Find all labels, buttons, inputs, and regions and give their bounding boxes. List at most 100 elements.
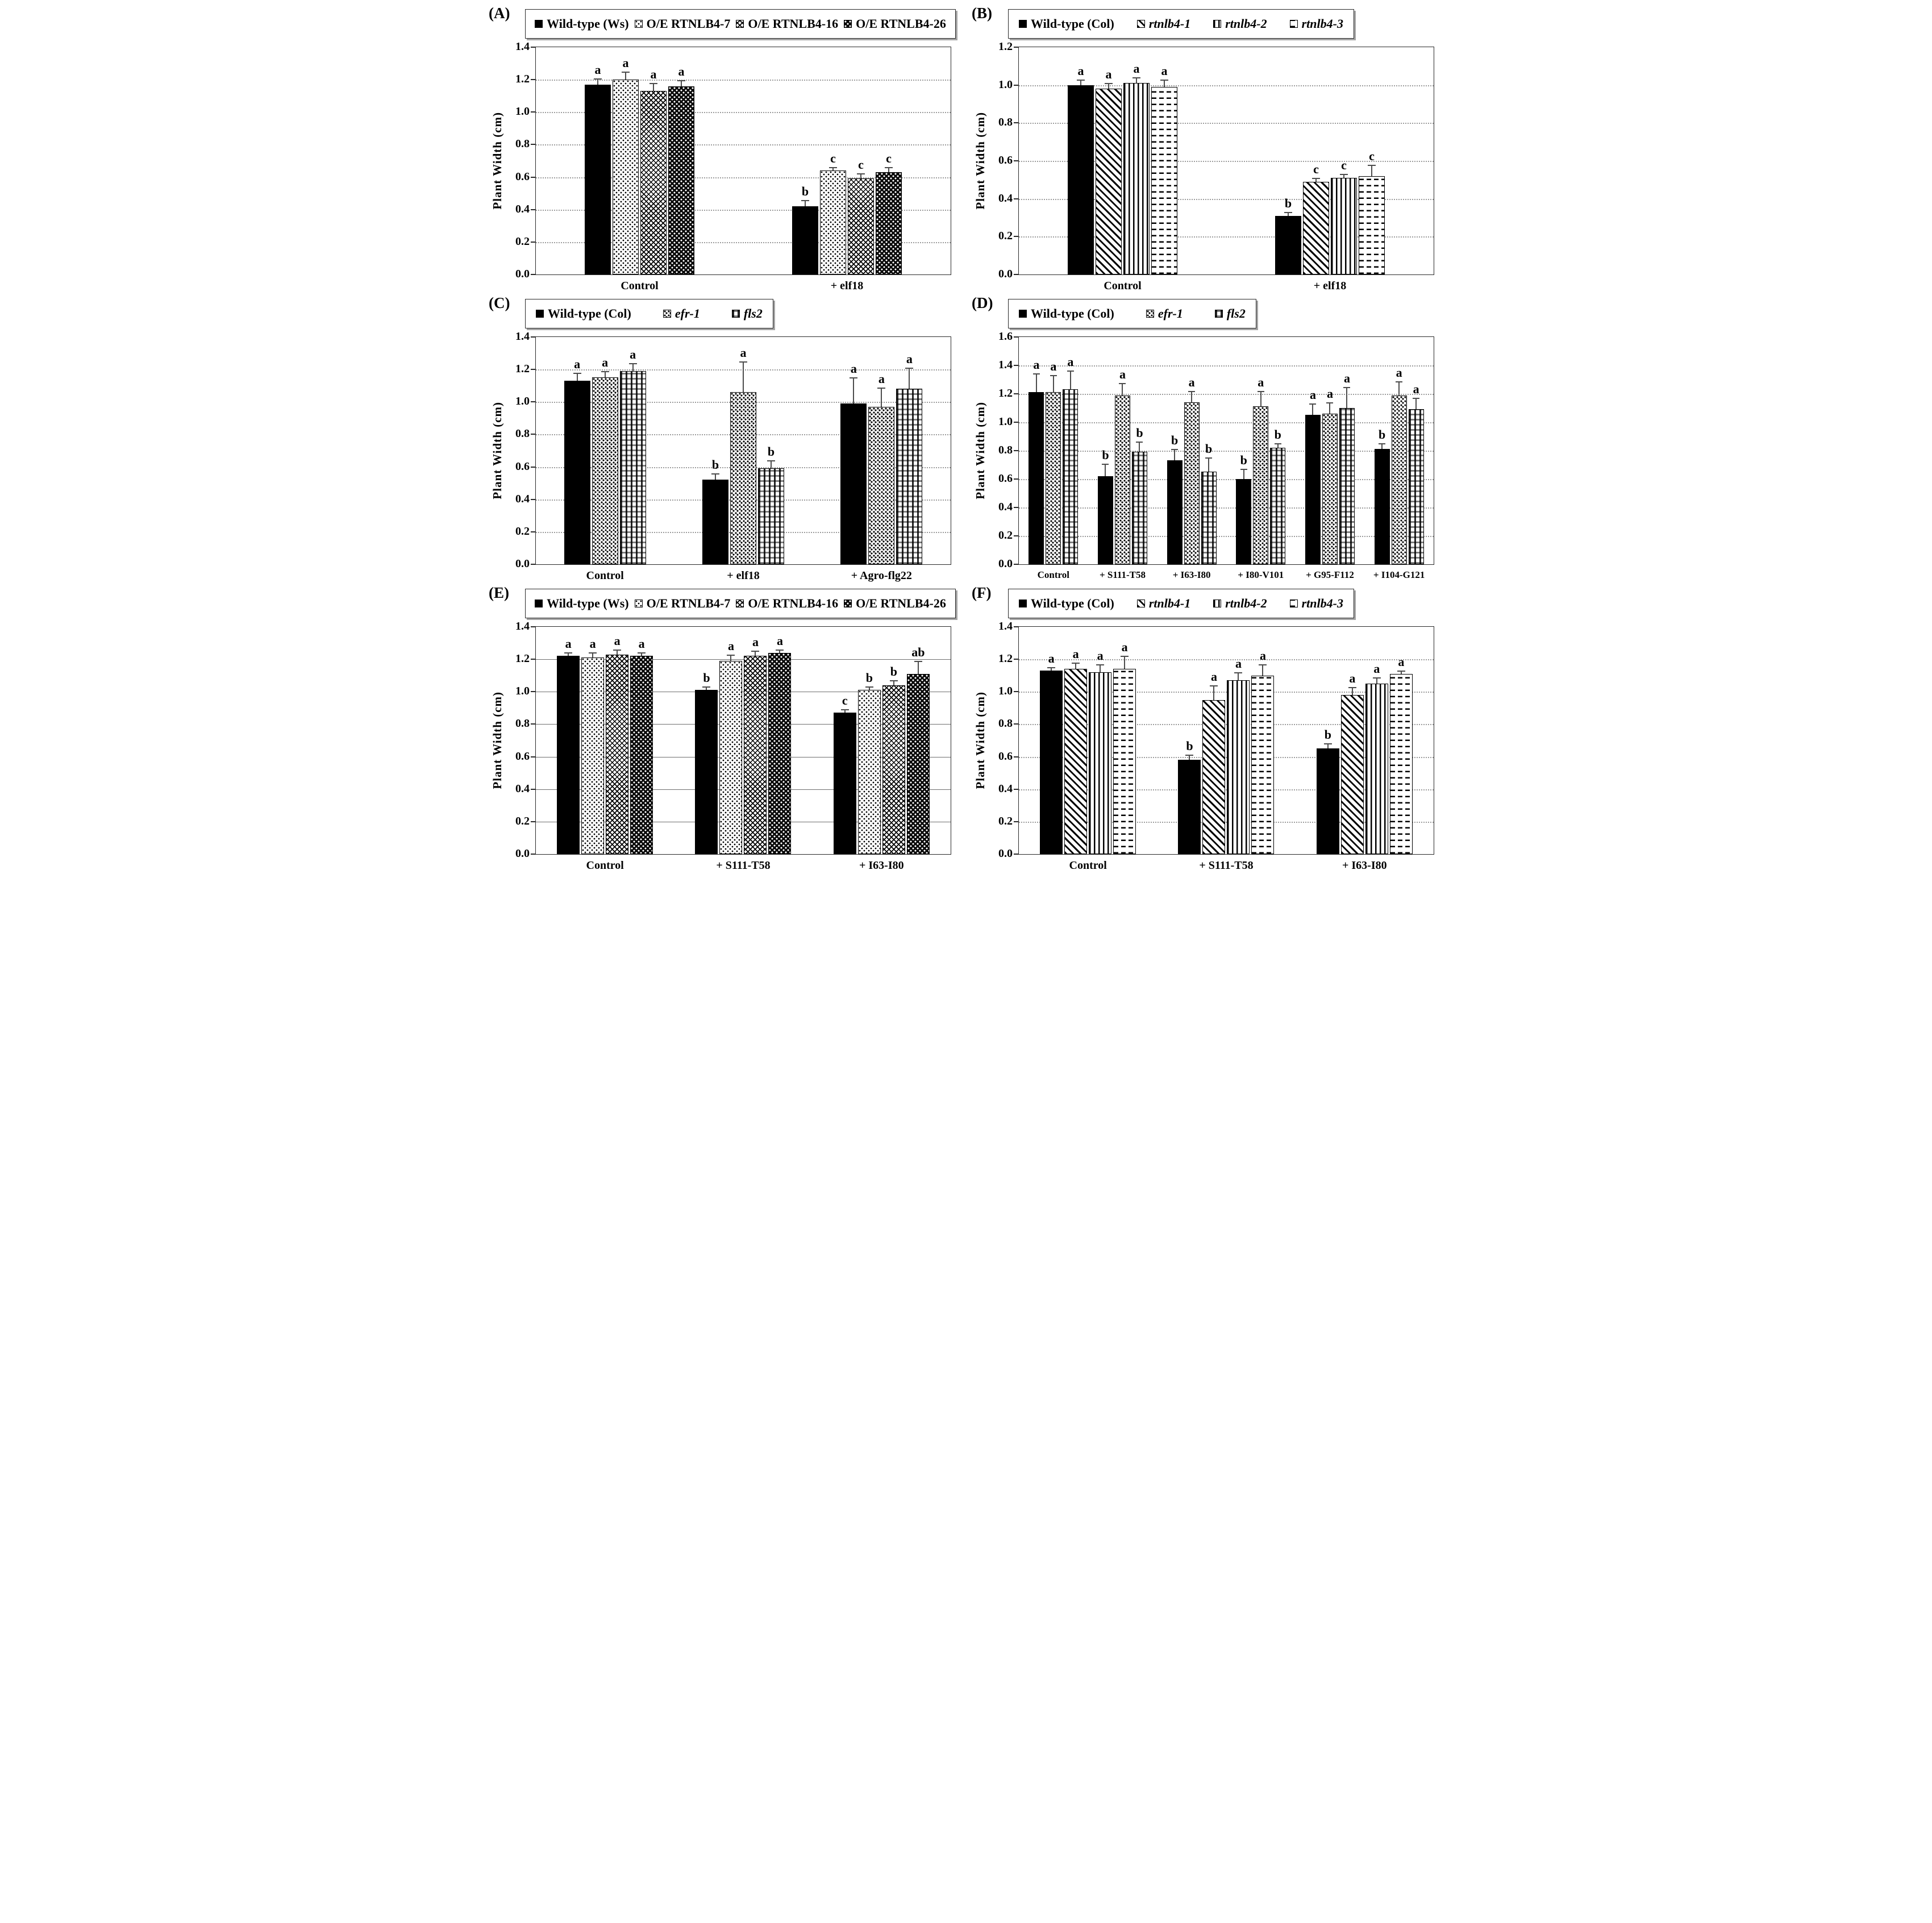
y-tick-mark — [1014, 535, 1019, 536]
sig-letter: a — [565, 636, 572, 651]
error-bar-stem — [1052, 375, 1054, 392]
chart-area: Plant Width (cm) 0.0 0.2 0.4 0.6 0.8 1.0 1.2 a a a… — [972, 41, 1440, 292]
bar — [1029, 392, 1044, 564]
bar — [1097, 476, 1113, 564]
y-tick-label: 0.4 — [515, 202, 530, 215]
grid-line — [1019, 507, 1434, 509]
sig-letter: a — [614, 634, 621, 648]
error-bar-stem — [1122, 383, 1123, 396]
bar — [768, 653, 792, 854]
plot-area: a a a a Control b a a a + S111-T58 b a a a + I63-I80 — [1014, 626, 1434, 872]
y-tick-mark — [1014, 160, 1019, 161]
error-bar — [840, 709, 849, 713]
bar — [906, 674, 930, 854]
error-bar-stem — [1346, 387, 1348, 408]
bar-group: b a a a + I63-I80 — [1316, 627, 1413, 872]
legend-item: rtnlb4-3 — [1289, 16, 1343, 31]
bar — [868, 407, 895, 564]
sig-letter: a — [1398, 655, 1405, 669]
y-tick-label: 0.0 — [515, 847, 530, 860]
bar — [719, 661, 743, 854]
error-bar — [1047, 667, 1056, 671]
error-bar — [1072, 663, 1080, 669]
sig-letter: a — [1072, 647, 1079, 661]
bar-column: a — [557, 627, 580, 854]
y-axis-label: Plant Width (cm) — [489, 47, 506, 275]
bar-column: a — [1064, 627, 1088, 854]
error-bar — [1050, 375, 1057, 392]
bar-column: a — [1046, 337, 1061, 564]
y-tick-mark — [1014, 854, 1019, 855]
error-bar — [739, 361, 747, 392]
y-tick-mark — [1014, 450, 1019, 451]
bar-group: b a b + elf18 — [702, 337, 784, 582]
error-bar — [1379, 443, 1386, 449]
grid-line — [536, 177, 951, 178]
bar — [695, 690, 718, 854]
error-bar-stem — [860, 173, 861, 178]
legend-item: O/E RTNLB4-16 — [736, 16, 838, 31]
y-tick-label: 0.8 — [998, 444, 1013, 456]
bar-column: b — [1270, 337, 1286, 564]
bar — [1202, 700, 1226, 854]
error-bar — [613, 650, 622, 655]
x-category-label: Control — [1069, 859, 1107, 872]
error-bar — [1160, 80, 1168, 87]
chart-area: Plant Width (cm) 0.0 0.2 0.4 0.6 0.8 1.0 1.2 1.4… — [972, 331, 1440, 580]
error-bar-stem — [592, 652, 594, 657]
bar — [882, 685, 905, 854]
sig-letter: b — [1171, 433, 1179, 447]
sig-letter: b — [767, 444, 775, 459]
bar-group: c b b ab + I63-I80 — [833, 627, 930, 872]
bar-column: b — [857, 627, 881, 854]
bar — [1123, 83, 1150, 274]
bar — [1151, 87, 1177, 274]
error-bar-stem — [742, 361, 744, 392]
error-bar — [589, 652, 597, 657]
bar — [564, 381, 590, 564]
y-tick-mark — [1014, 365, 1019, 366]
y-axis-label-text: Plant Width (cm) — [973, 402, 987, 500]
x-category-label: Control — [586, 569, 624, 582]
y-tick-mark — [531, 723, 536, 725]
sig-letter: c — [1369, 149, 1375, 163]
bar-column: b — [1167, 337, 1182, 564]
y-tick-mark — [1014, 723, 1019, 725]
sig-letter: a — [1050, 359, 1057, 373]
error-bar-stem — [755, 651, 756, 656]
y-tick-mark — [1014, 422, 1019, 423]
sig-letter: b — [1186, 739, 1193, 753]
legend-swatch — [844, 600, 852, 607]
error-bar-stem — [881, 388, 882, 407]
bar-column: b — [792, 47, 818, 274]
bar-column: a — [1251, 627, 1275, 854]
y-tick-label: 0.8 — [998, 717, 1013, 730]
error-bar-stem — [909, 368, 910, 389]
bar-column: c — [876, 47, 902, 274]
y-tick-mark — [531, 79, 536, 81]
bar-column: b — [1236, 337, 1252, 564]
legend: Wild-type (Ws) O/E RTNLB4-7 O/E RTNLB4-16 O… — [525, 589, 956, 618]
sig-letter: c — [1313, 162, 1319, 176]
y-tick-mark — [1014, 236, 1019, 238]
y-axis-label-text: Plant Width (cm) — [490, 692, 504, 789]
bar-group: b c c c + elf18 — [1275, 47, 1385, 292]
sig-letter: c — [830, 151, 836, 165]
legend: Wild-type (Ws) O/E RTNLB4-7 O/E RTNLB4-16 O… — [525, 9, 956, 39]
y-axis-ticks: 0.0 0.2 0.4 0.6 0.8 1.0 1.2 — [989, 41, 1018, 280]
y-axis-label: Plant Width (cm) — [972, 47, 989, 275]
error-bar — [1397, 671, 1405, 674]
bar-column: b — [1374, 337, 1390, 564]
bar-column: b — [702, 337, 728, 564]
grid-line — [1019, 724, 1434, 726]
sig-letter: a — [574, 357, 581, 371]
error-bar — [1257, 391, 1264, 406]
grid-line — [1019, 789, 1434, 790]
bar-column: c — [833, 627, 856, 854]
y-tick-label: 0.4 — [515, 492, 530, 505]
error-bar — [776, 650, 784, 653]
error-bar — [702, 686, 711, 690]
error-bar — [1210, 685, 1218, 700]
x-category-label: Control — [1104, 280, 1142, 292]
error-bar-stem — [1100, 664, 1101, 672]
